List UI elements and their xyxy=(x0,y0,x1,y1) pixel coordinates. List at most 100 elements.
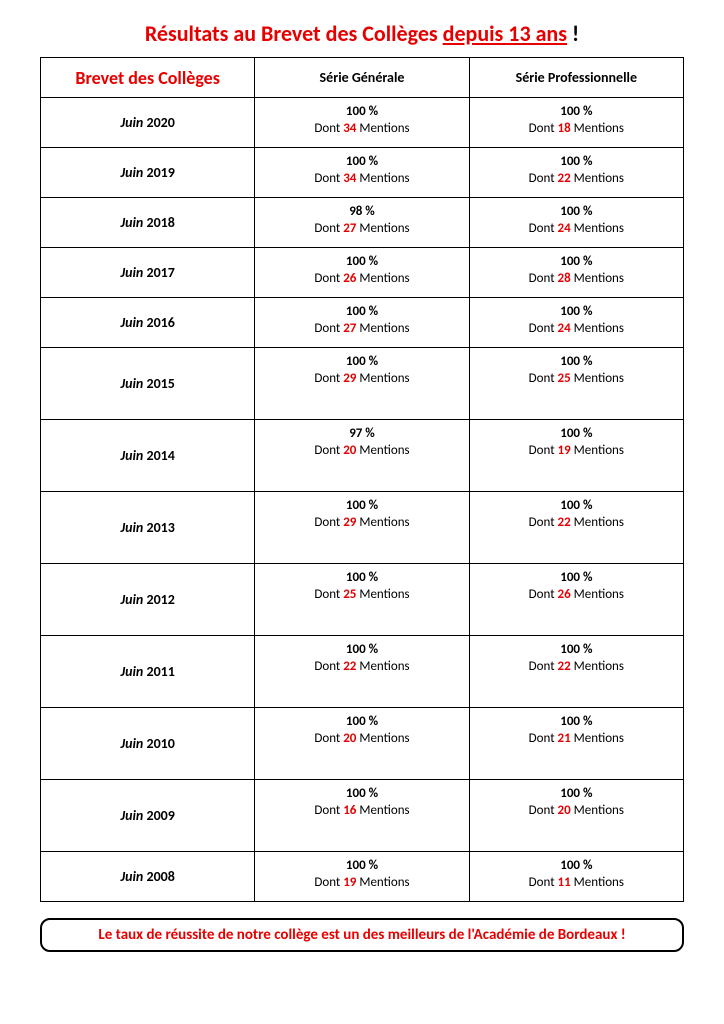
professional-percent: 100 % xyxy=(474,104,679,119)
header-row: Brevet des Collèges Série Générale Série… xyxy=(41,58,684,98)
general-percent: 100 % xyxy=(259,858,464,873)
table-row: Juin 2008100 %Dont 19 Mentions100 %Dont … xyxy=(41,852,684,902)
professional-percent: 100 % xyxy=(474,858,679,873)
year-cell: Juin 2012 xyxy=(41,564,255,636)
professional-mentions: Dont 22 Mentions xyxy=(529,515,624,530)
professional-percent: 100 % xyxy=(474,786,679,801)
header-col1: Brevet des Collèges xyxy=(41,58,255,98)
professional-mentions: Dont 19 Mentions xyxy=(529,443,624,458)
general-mentions: Dont 25 Mentions xyxy=(314,587,409,602)
professional-mentions: Dont 24 Mentions xyxy=(529,221,624,236)
general-series-cell: 98 % Dont 27 Mentions xyxy=(255,198,469,248)
professional-mentions: Dont 22 Mentions xyxy=(529,171,624,186)
year-cell: Juin 2011 xyxy=(41,636,255,708)
general-series-cell: 100 %Dont 19 Mentions xyxy=(255,852,469,902)
general-percent: 100 % xyxy=(259,714,464,729)
professional-mentions: Dont 28 Mentions xyxy=(529,271,624,286)
general-series-cell: 100 %Dont 27 Mentions xyxy=(255,298,469,348)
professional-percent: 100 % xyxy=(474,498,679,513)
general-series-cell: 100 % Dont 29 Mentions xyxy=(255,492,469,564)
professional-series-cell: 100 % Dont 22 Mentions xyxy=(469,636,683,708)
table-row: Juin 2009100 %Dont 16 Mentions100 %Dont … xyxy=(41,780,684,852)
general-percent: 100 % xyxy=(259,254,464,269)
general-percent: 100 % xyxy=(259,154,464,169)
month-label: Juin xyxy=(120,114,143,131)
professional-series-cell: 100 %Dont 26 Mentions xyxy=(469,564,683,636)
results-table: Brevet des Collèges Série Générale Série… xyxy=(40,57,684,902)
year-cell: Juin 2019 xyxy=(41,148,255,198)
professional-series-cell: 100 %Dont 11 Mentions xyxy=(469,852,683,902)
general-series-cell: 100 %Dont 22 Mentions xyxy=(255,636,469,708)
table-row: Juin 2017100 %Dont 26 Mentions100 %Dont … xyxy=(41,248,684,298)
title-pre: Résultats au Brevet des Collèges xyxy=(145,20,443,47)
general-percent: 100 % xyxy=(259,354,464,369)
general-series-cell: 100 %Dont 29 Mentions xyxy=(255,348,469,420)
year-value: 2017 xyxy=(146,264,174,281)
year-cell: Juin 2013 xyxy=(41,492,255,564)
general-percent: 98 % xyxy=(259,204,464,219)
month-label: Juin xyxy=(120,214,143,231)
professional-percent: 100 % xyxy=(474,154,679,169)
month-label: Juin xyxy=(120,447,143,464)
general-percent: 97 % xyxy=(259,426,464,441)
table-row: Juin 2015100 %Dont 29 Mentions100 %Dont … xyxy=(41,348,684,420)
professional-percent: 100 % xyxy=(474,642,679,657)
professional-percent: 100 % xyxy=(474,354,679,369)
professional-series-cell: 100 % Dont 21 Mentions xyxy=(469,708,683,780)
year-value: 2012 xyxy=(146,591,174,608)
table-row: Juin 2016100 %Dont 27 Mentions100 %Dont … xyxy=(41,298,684,348)
year-value: 2008 xyxy=(146,868,174,885)
year-cell: Juin 2010 xyxy=(41,708,255,780)
year-value: 2011 xyxy=(146,663,174,680)
table-row: Juin 2019100 %Dont 34 Mentions100 %Dont … xyxy=(41,148,684,198)
professional-series-cell: 100 % Dont 22 Mentions xyxy=(469,492,683,564)
general-mentions: Dont 27 Mentions xyxy=(314,221,409,236)
year-value: 2014 xyxy=(146,447,174,464)
professional-mentions: Dont 21 Mentions xyxy=(529,731,624,746)
year-cell: Juin 2008 xyxy=(41,852,255,902)
year-cell: Juin 2017 xyxy=(41,248,255,298)
header-col3: Série Professionnelle xyxy=(469,58,683,98)
professional-mentions: Dont 25 Mentions xyxy=(529,371,624,386)
general-percent: 100 % xyxy=(259,304,464,319)
table-row: Juin 2010100 %Dont 20 Mentions100 %Dont … xyxy=(41,708,684,780)
professional-percent: 100 % xyxy=(474,570,679,585)
table-row: Juin 2018 98 % Dont 27 Mentions 100 % Dont 2… xyxy=(41,198,684,248)
month-label: Juin xyxy=(120,314,143,331)
table-row: Juin 2012100 %Dont 25 Mentions100 %Dont … xyxy=(41,564,684,636)
month-label: Juin xyxy=(120,264,143,281)
header-col2: Série Générale xyxy=(255,58,469,98)
general-mentions: Dont 29 Mentions xyxy=(314,515,409,530)
month-label: Juin xyxy=(120,735,143,752)
professional-percent: 100 % xyxy=(474,204,679,219)
professional-percent: 100 % xyxy=(474,304,679,319)
professional-mentions: Dont 24 Mentions xyxy=(529,321,624,336)
title-post: ! xyxy=(567,20,579,47)
month-label: Juin xyxy=(120,375,143,392)
table-row: Juin 2013 100 % Dont 29 Mentions 100 % Dont … xyxy=(41,492,684,564)
general-series-cell: 100 %Dont 25 Mentions xyxy=(255,564,469,636)
table-row: Juin 201497 %Dont 20 Mentions100 %Dont 1… xyxy=(41,420,684,492)
year-value: 2020 xyxy=(146,114,174,131)
professional-percent: 100 % xyxy=(474,714,679,729)
general-percent: 100 % xyxy=(259,498,464,513)
professional-series-cell: 100 % Dont 25 Mentions xyxy=(469,348,683,420)
professional-series-cell: 100 % Dont 24 Mentions xyxy=(469,198,683,248)
general-series-cell: 100 %Dont 20 Mentions xyxy=(255,708,469,780)
general-mentions: Dont 22 Mentions xyxy=(314,659,409,674)
year-cell: Juin 2015 xyxy=(41,348,255,420)
year-cell: Juin 2014 xyxy=(41,420,255,492)
professional-series-cell: 100 %Dont 20 Mentions xyxy=(469,780,683,852)
year-value: 2009 xyxy=(146,807,174,824)
year-cell: Juin 2018 xyxy=(41,198,255,248)
general-percent: 100 % xyxy=(259,786,464,801)
professional-mentions: Dont 22 Mentions xyxy=(529,659,624,674)
professional-series-cell: 100 % Dont 24 Mentions xyxy=(469,298,683,348)
month-label: Juin xyxy=(120,519,143,536)
month-label: Juin xyxy=(120,868,143,885)
professional-mentions: Dont 18 Mentions xyxy=(529,121,624,136)
general-series-cell: 97 %Dont 20 Mentions xyxy=(255,420,469,492)
general-series-cell: 100 %Dont 26 Mentions xyxy=(255,248,469,298)
year-value: 2010 xyxy=(146,735,174,752)
general-series-cell: 100 %Dont 34 Mentions xyxy=(255,98,469,148)
